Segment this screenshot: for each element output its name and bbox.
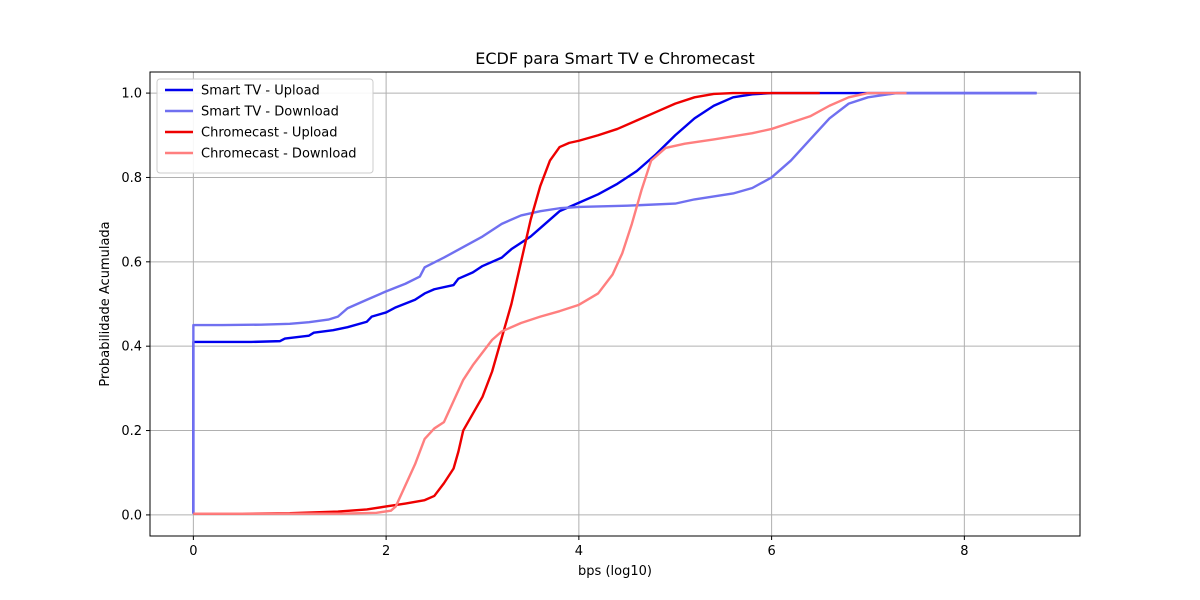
series-line-2 (193, 91, 820, 515)
y-axis-label: Probabilidade Acumulada (98, 221, 113, 386)
legend-box (156, 78, 374, 174)
y-tick-label: 0.8 (121, 171, 142, 186)
series-line-0 (192, 91, 1037, 514)
legend-label: Smart TV - Download (201, 105, 339, 120)
x-tick-label: 4 (575, 544, 583, 559)
series-lines (192, 91, 1037, 515)
x-tick-label: 6 (767, 544, 775, 559)
legend-label: Chromecast - Download (201, 147, 357, 162)
x-axis-label: bps (log10) (578, 564, 652, 579)
series-line-3 (193, 91, 907, 515)
y-tick-label: 0.2 (121, 424, 142, 439)
x-tick-label: 2 (382, 544, 390, 559)
x-tick-label: 8 (960, 544, 968, 559)
legend: Smart TV - Upload Smart TV - Download Chro… (156, 78, 374, 174)
x-tick-label: 0 (189, 544, 197, 559)
legend-label: Smart TV - Upload (201, 84, 320, 99)
y-tick-label: 0.6 (121, 255, 142, 270)
chart-title: ECDF para Smart TV e Chromecast (475, 49, 755, 68)
series-line-1 (192, 91, 1037, 514)
y-tick-label: 0.4 (121, 340, 142, 355)
y-tick-label: 0.0 (121, 508, 142, 523)
y-tick-label: 1.0 (121, 87, 142, 102)
legend-label: Chromecast - Upload (201, 126, 337, 141)
plot-frame (149, 71, 1081, 537)
axis-ticks: 0 2 4 6 8 0.0 0.2 0.4 0.6 0.8 1.0 (121, 87, 968, 559)
